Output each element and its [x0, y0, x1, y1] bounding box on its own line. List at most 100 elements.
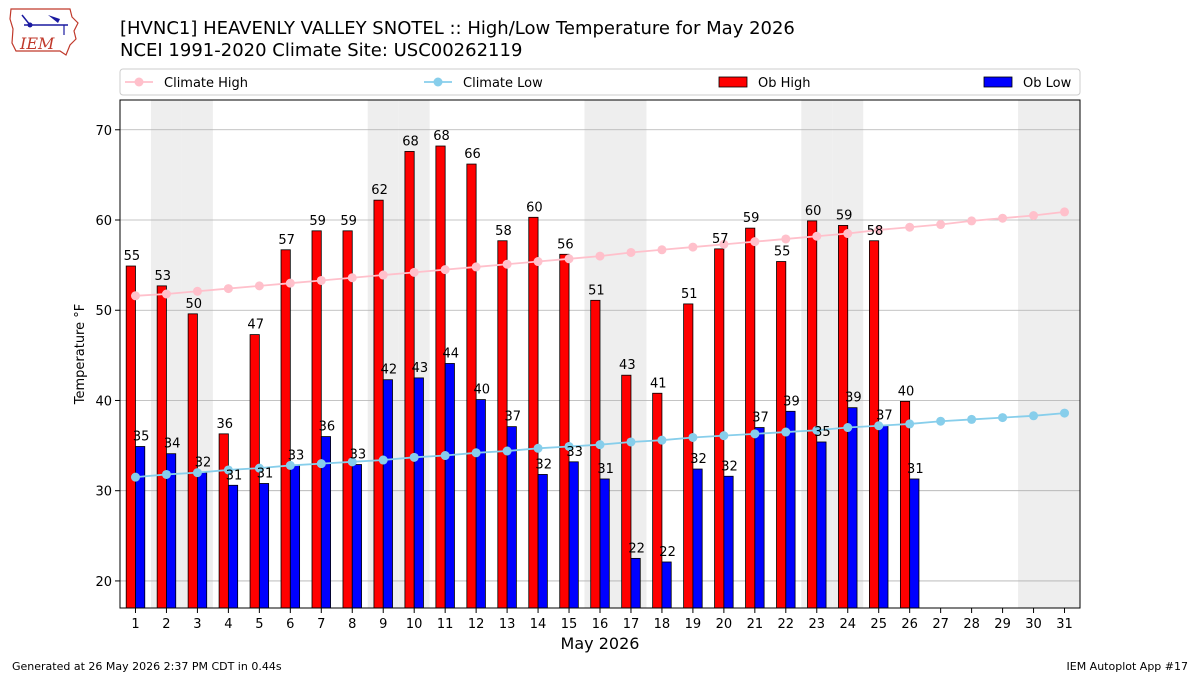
ob-high-value-label: 58 [867, 224, 884, 239]
legend-bar-swatch [718, 76, 748, 88]
y-tick-label: 40 [95, 394, 112, 409]
x-tick-label: 26 [901, 617, 918, 632]
climate-high-point [812, 231, 822, 241]
ob-low-value-label: 33 [350, 448, 367, 463]
x-tick-label: 4 [224, 617, 232, 632]
ob-low-bar [723, 475, 734, 609]
ob-high-value-label: 66 [464, 147, 481, 162]
climate-low-point [347, 457, 357, 467]
climate-high-point [967, 216, 977, 226]
ob-low-bar [444, 363, 455, 609]
climate-high-point [254, 281, 264, 291]
ob-high-bar [559, 253, 570, 609]
ob-high-value-label: 68 [402, 134, 419, 149]
ob-high-value-label: 50 [186, 297, 203, 312]
x-tick-label: 25 [870, 617, 887, 632]
iem-logo-graphic: IEM [9, 8, 79, 56]
climate-low-point [626, 437, 636, 447]
ob-low-bar [847, 407, 858, 609]
ob-low-value-label: 39 [783, 394, 800, 409]
x-tick-label: 17 [623, 617, 640, 632]
climate-high-point [874, 225, 884, 235]
y-tick-label: 60 [95, 214, 112, 229]
climate-high-point [471, 262, 481, 272]
y-tick-label: 30 [95, 485, 112, 500]
climate-low-point [471, 448, 481, 458]
ob-high-bar [899, 400, 911, 609]
legend-box [119, 68, 1081, 96]
ob-high-value-label: 68 [433, 129, 450, 144]
chart-title: [HVNC1] HEAVENLY VALLEY SNOTEL :: High/L… [120, 18, 795, 39]
climate-high-point [1060, 207, 1070, 217]
ob-low-bar [227, 484, 239, 609]
x-tick-label: 3 [193, 617, 201, 632]
ob-low-bar [878, 425, 889, 609]
climate-high-point [533, 257, 543, 267]
ob-low-value-label: 31 [226, 468, 243, 483]
x-tick-label: 5 [255, 617, 263, 632]
ob-high-bar [807, 220, 818, 609]
climate-high-point [316, 275, 326, 285]
x-tick-label: 8 [348, 617, 356, 632]
climate-low-point [905, 419, 915, 429]
ob-low-bar [258, 483, 270, 609]
ob-high-bar [621, 374, 632, 609]
ob-low-value-label: 43 [412, 361, 429, 376]
x-tick-label: 28 [963, 617, 980, 632]
ob-high-bar [280, 249, 291, 609]
climate-high-point [998, 213, 1008, 223]
climate-high-point [378, 270, 388, 280]
climate-low-point [223, 465, 233, 475]
x-tick-label: 18 [654, 617, 671, 632]
climate-high-point [440, 265, 450, 275]
x-tick-label: 15 [561, 617, 578, 632]
x-tick-label: 24 [839, 617, 856, 632]
ob-low-value-label: 32 [195, 456, 212, 471]
x-axis-label: May 2026 [561, 634, 640, 653]
ob-high-value-label: 56 [557, 237, 574, 252]
y-tick-label: 70 [95, 124, 112, 139]
ob-low-bar [475, 399, 486, 609]
ob-high-value-label: 60 [805, 204, 822, 219]
x-tick-label: 23 [809, 617, 826, 632]
x-tick-label: 10 [406, 617, 423, 632]
climate-low-point [1060, 408, 1070, 418]
climate-low-point [502, 446, 512, 456]
legend-label: Climate High [164, 76, 248, 91]
x-tick-label: 2 [162, 617, 170, 632]
ob-low-bar [661, 561, 672, 609]
ob-high-value-label: 36 [216, 417, 233, 432]
climate-low-point [936, 416, 946, 426]
climate-high-point [626, 247, 636, 257]
ob-low-bar [413, 377, 424, 609]
ob-low-value-label: 33 [288, 448, 305, 463]
ob-low-value-label: 31 [907, 462, 924, 477]
weekend-band [1018, 100, 1050, 608]
climate-low-point [781, 427, 791, 437]
climate-low-point [161, 469, 171, 479]
ob-low-bar [289, 465, 301, 609]
ob-low-bar [197, 472, 208, 609]
x-tick-label: 1 [131, 617, 139, 632]
ob-high-value-label: 51 [588, 283, 605, 298]
ob-low-value-label: 22 [659, 545, 676, 560]
ob-low-bar [568, 461, 579, 609]
ob-high-value-label: 40 [898, 384, 915, 399]
climate-high-point [130, 291, 140, 301]
generated-footer: Generated at 26 May 2026 2:37 PM CDT in … [12, 660, 282, 673]
ob-low-bar [754, 427, 765, 609]
climate-high-point [223, 284, 233, 294]
climate-low-point [533, 443, 543, 453]
ob-high-value-label: 59 [743, 211, 760, 226]
ob-high-bar [528, 216, 539, 609]
ob-high-bar [652, 392, 663, 609]
ob-low-value-label: 37 [504, 410, 521, 425]
x-tick-label: 21 [747, 617, 764, 632]
legend-marker [433, 77, 443, 87]
ob-high-value-label: 55 [124, 249, 141, 264]
climate-low-point [254, 463, 264, 473]
x-tick-label: 22 [778, 617, 795, 632]
ob-low-value-label: 37 [752, 411, 769, 426]
climate-high-point [347, 273, 357, 283]
